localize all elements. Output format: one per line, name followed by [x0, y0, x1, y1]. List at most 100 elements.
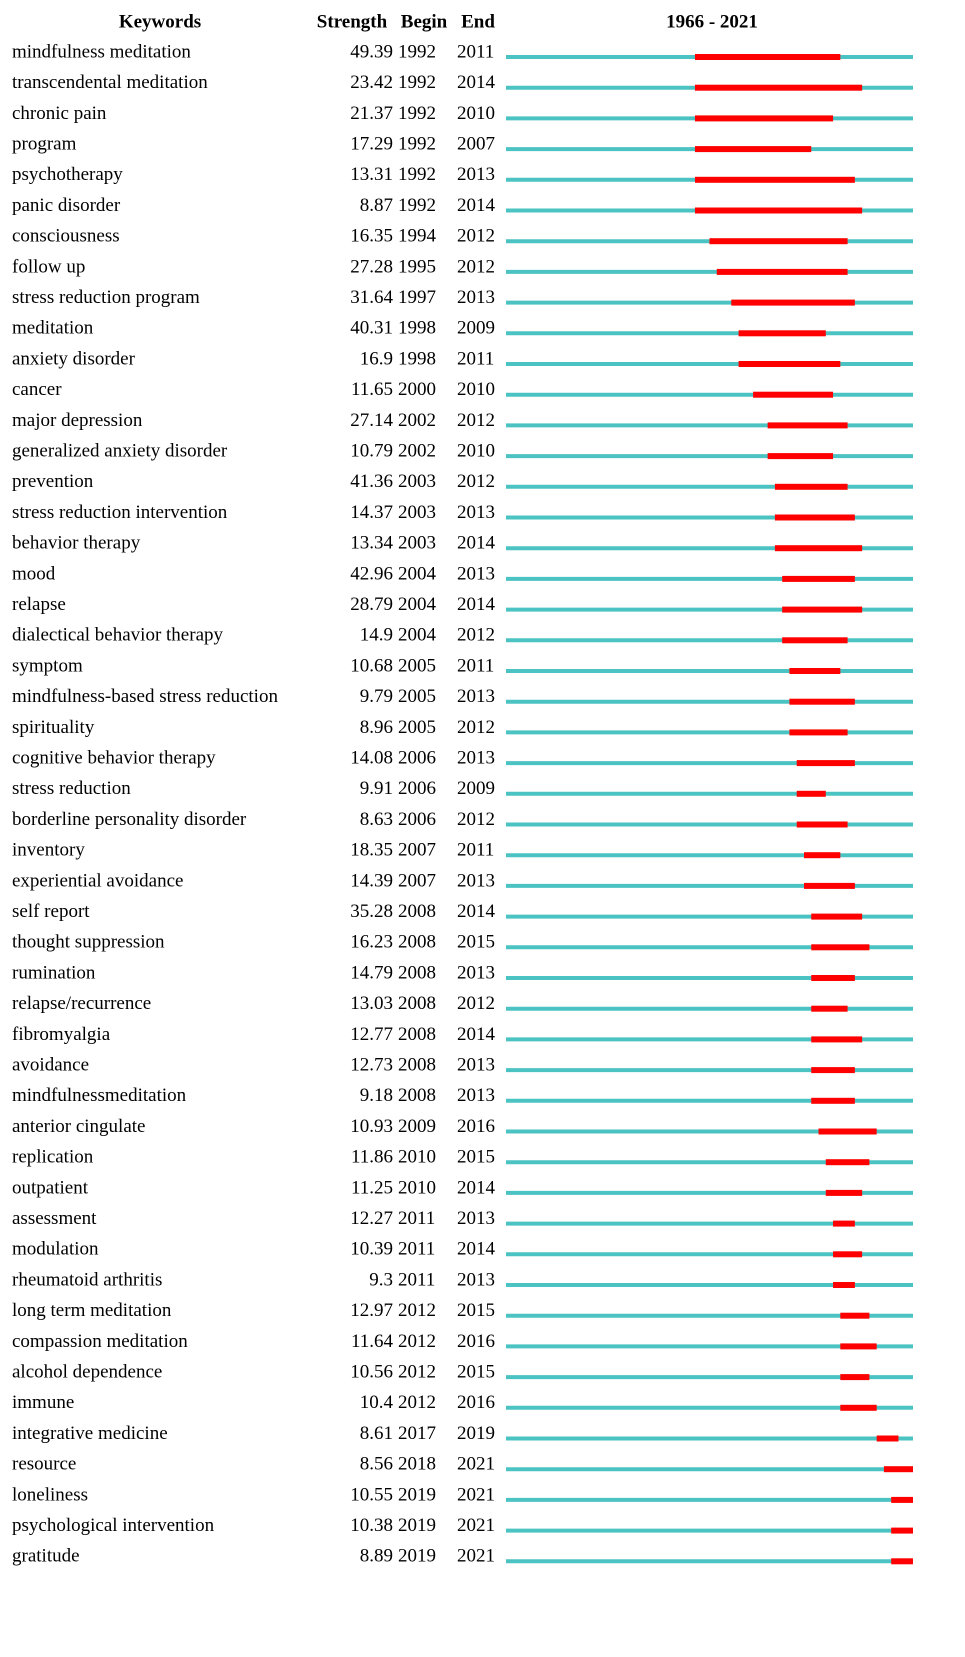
end-year: 2013	[457, 1054, 495, 1075]
burst-bar	[738, 330, 826, 337]
keyword: outpatient	[12, 1177, 89, 1198]
end-year: 2014	[457, 195, 496, 216]
burst-bar	[811, 1067, 855, 1074]
keyword: fibromyalgia	[12, 1024, 111, 1045]
keyword: prevention	[12, 471, 94, 492]
keyword: program	[12, 133, 77, 154]
burst-bar	[811, 975, 855, 981]
keyword: mindfulnessmeditation	[12, 1085, 187, 1106]
burst-bar	[811, 913, 863, 920]
burst-bar	[796, 821, 848, 828]
burst-bar	[694, 84, 863, 91]
keyword: avoidance	[12, 1054, 89, 1075]
strength: 9.91	[360, 778, 393, 799]
strength: 10.38	[350, 1515, 393, 1536]
begin-year: 2011	[398, 1239, 435, 1260]
end-year: 2014	[457, 901, 496, 922]
keyword: long term meditation	[12, 1300, 172, 1321]
begin-year: 2019	[398, 1515, 436, 1536]
begin-year: 2019	[398, 1546, 436, 1567]
keyword: borderline personality disorder	[12, 809, 247, 830]
end-year: 2012	[457, 410, 495, 431]
end-year: 2012	[457, 471, 495, 492]
begin-year: 1992	[398, 41, 436, 62]
begin-year: 2003	[398, 471, 436, 492]
strength: 14.79	[350, 962, 393, 983]
end-year: 2016	[457, 1392, 495, 1413]
keyword: generalized anxiety disorder	[12, 440, 228, 461]
keyword: anterior cingulate	[12, 1116, 145, 1137]
strength: 10.68	[350, 655, 393, 676]
burst-bar	[767, 453, 834, 460]
begin-year: 1997	[398, 287, 436, 308]
burst-bar	[818, 1128, 877, 1135]
keyword: thought suppression	[12, 932, 165, 953]
begin-year: 2003	[398, 502, 436, 523]
strength: 10.79	[350, 440, 393, 461]
end-year: 2014	[457, 594, 496, 615]
keyword: loneliness	[12, 1484, 88, 1505]
burst-bar	[716, 268, 848, 275]
strength: 8.89	[360, 1546, 393, 1567]
end-year: 2015	[457, 932, 495, 953]
header-begin: Begin	[401, 11, 448, 32]
end-year: 2013	[457, 962, 495, 983]
keyword: compassion meditation	[12, 1331, 188, 1352]
keyword: anxiety disorder	[12, 348, 136, 369]
strength: 13.03	[350, 993, 393, 1014]
begin-year: 2012	[398, 1331, 436, 1352]
burst-bar	[782, 637, 848, 644]
burst-bar	[774, 483, 848, 490]
header-keywords: Keywords	[119, 11, 201, 32]
strength: 9.79	[360, 686, 393, 707]
strength: 11.64	[351, 1331, 394, 1352]
burst-bar	[694, 146, 812, 153]
begin-year: 2002	[398, 410, 436, 431]
keyword: behavior therapy	[12, 533, 141, 554]
keyword: gratitude	[12, 1546, 80, 1567]
strength: 35.28	[350, 901, 393, 922]
end-year: 2021	[457, 1484, 495, 1505]
keyword: stress reduction	[12, 778, 131, 799]
burst-bar	[782, 606, 863, 613]
burst-bar	[833, 1282, 855, 1288]
keyword: chronic pain	[12, 103, 107, 124]
begin-year: 2002	[398, 440, 436, 461]
end-year: 2013	[457, 1208, 495, 1229]
keyword: meditation	[12, 318, 94, 339]
strength: 8.87	[360, 195, 393, 216]
keyword: psychotherapy	[12, 164, 123, 185]
begin-year: 2003	[398, 533, 436, 554]
header-end: End	[461, 11, 495, 32]
end-year: 2015	[457, 1300, 495, 1321]
end-year: 2011	[457, 41, 494, 62]
keyword: replication	[12, 1147, 94, 1168]
keyword: rheumatoid arthritis	[12, 1269, 162, 1290]
burst-bar	[876, 1435, 899, 1442]
keyword: spirituality	[12, 717, 95, 738]
begin-year: 1998	[398, 318, 436, 339]
strength: 41.36	[350, 471, 393, 492]
strength: 8.61	[360, 1423, 393, 1444]
burst-bar	[796, 790, 826, 797]
burst-bar	[774, 514, 855, 521]
strength: 27.28	[350, 256, 393, 277]
keyword: cognitive behavior therapy	[12, 747, 216, 768]
keyword: mood	[12, 563, 56, 584]
strength: 12.77	[350, 1024, 393, 1045]
strength: 8.96	[360, 717, 393, 738]
burst-bar	[811, 1036, 863, 1043]
keyword: self report	[12, 901, 90, 922]
end-year: 2012	[457, 809, 495, 830]
strength: 40.31	[350, 318, 393, 339]
strength: 42.96	[350, 563, 393, 584]
end-year: 2013	[457, 1269, 495, 1290]
keyword: resource	[12, 1454, 76, 1475]
begin-year: 2010	[398, 1177, 436, 1198]
strength: 12.97	[350, 1300, 393, 1321]
begin-year: 2019	[398, 1484, 436, 1505]
strength: 14.39	[350, 870, 393, 891]
burst-bar	[796, 760, 855, 767]
begin-year: 2005	[398, 717, 436, 738]
keyword: stress reduction program	[12, 287, 200, 308]
